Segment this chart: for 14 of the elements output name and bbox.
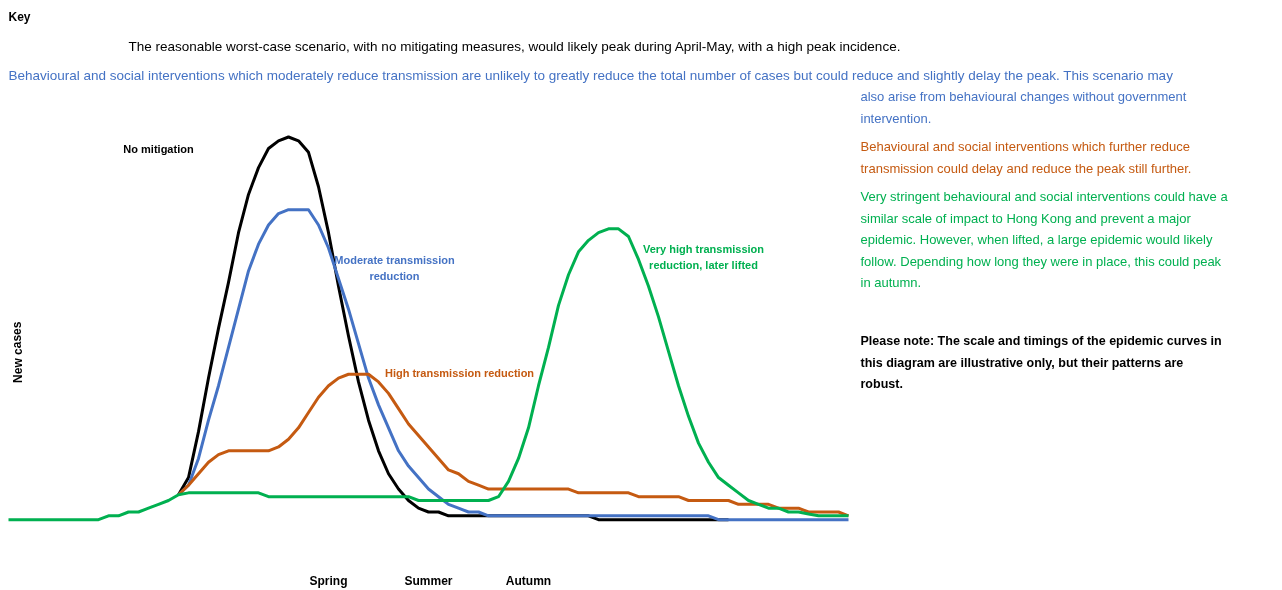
text: Very stringent behavioural and social interventions could have a similar scale of impact to Hong Kong and prevent a major epidemic. However, when lifted, a large epidemic would likely follow. Depending how long they were in place, this could peak in autumn. (860, 189, 1229, 290)
text: The reasonable worst-case scenario, with no mitigating measures, would likely peak during April-May, with a high peak incidence. (128, 38, 901, 54)
series-label: High transmission reduction (384, 367, 535, 380)
text: Key (8, 10, 31, 25)
series-label: Very high transmission reduction, later lifted (642, 242, 765, 271)
text: Behavioural and social interventions which further reduce transmission could delay and reduce the peak still further. (860, 139, 1192, 176)
series-label: Moderate transmission reduction (334, 253, 455, 282)
x-tick-label: Summer (404, 573, 453, 588)
x-tick-label: Spring (309, 573, 348, 588)
x-tick-label: Autumn (505, 573, 552, 588)
y-axis-title: New cases (10, 321, 25, 383)
text: Please note: The scale and timings of the epidemic curves in this diagram are illustrative only, but their patterns are robust. (860, 334, 1222, 392)
text: Behavioural and social interventions which moderately reduce transmission are unlikely to greatly reduce the total number of cases but could reduce and slightly delay the peak. This scenario may also arise from behavioural changes without government intervention. (8, 67, 1187, 126)
text: No mitigation (123, 143, 194, 156)
